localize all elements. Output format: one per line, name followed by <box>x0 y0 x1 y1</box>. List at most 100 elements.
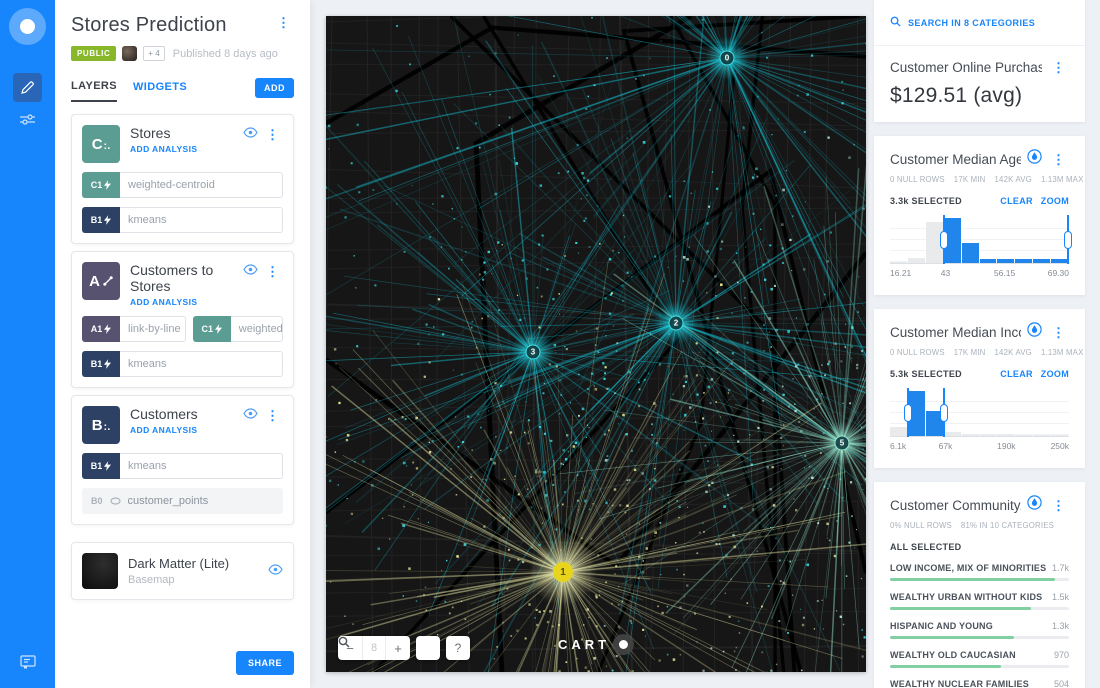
cluster-marker-1[interactable]: 1 <box>553 562 573 582</box>
histogram-bar[interactable] <box>997 434 1015 436</box>
zoom-in-button[interactable]: + <box>394 640 402 656</box>
privacy-badge[interactable]: PUBLIC <box>71 46 117 61</box>
histogram-bar[interactable] <box>890 427 907 436</box>
map-help-button[interactable]: ? <box>446 636 470 660</box>
collaborators-badge[interactable]: + 4 <box>143 46 165 61</box>
cluster-marker-3[interactable]: 3 <box>525 344 541 360</box>
auto-style-droplet-icon[interactable] <box>1027 149 1042 169</box>
histogram-bar[interactable] <box>1015 259 1033 263</box>
layer-title[interactable]: Stores <box>130 125 171 141</box>
income-histogram[interactable] <box>890 388 1069 437</box>
analysis-chip[interactable]: B1 <box>82 351 120 377</box>
analysis-field[interactable]: weighted... <box>230 316 283 342</box>
histogram-bar[interactable] <box>943 431 961 436</box>
basemap-title: Dark Matter (Lite) <box>128 556 230 571</box>
layer-options-kebab[interactable]: ⋮ <box>266 126 279 142</box>
analysis-field[interactable]: kmeans <box>120 207 283 233</box>
cluster-marker-5[interactable]: 5 <box>834 435 850 451</box>
share-button[interactable]: SHARE <box>235 651 294 675</box>
auto-style-droplet-icon[interactable] <box>1027 322 1042 342</box>
range-handle[interactable] <box>939 388 948 437</box>
range-handle[interactable] <box>1063 215 1072 264</box>
analysis-chip[interactable]: C1 <box>82 172 120 198</box>
layer-card-customers[interactable]: B:. Customers ADD ANALYSIS ⋮ B1 kmeans B… <box>71 395 294 525</box>
histogram-bar[interactable] <box>1033 434 1051 436</box>
analysis-chip[interactable]: B1 <box>82 207 120 233</box>
widgets-search[interactable]: SEARCH IN 8 CATEGORIES <box>874 0 1085 46</box>
histogram-bar[interactable] <box>979 259 997 263</box>
add-analysis-link[interactable]: ADD ANALYSIS <box>130 425 198 435</box>
widget-options-kebab[interactable]: ⋮ <box>1052 151 1065 167</box>
category-row[interactable]: WEALTHY URBAN WITHOUT KIDS 1.5k <box>890 592 1069 610</box>
age-histogram[interactable] <box>890 215 1072 264</box>
avatar[interactable] <box>122 46 138 61</box>
layer-title[interactable]: Customers to Stores <box>130 262 214 294</box>
analysis-field[interactable]: link-by-line <box>120 316 186 342</box>
histogram-bar[interactable] <box>943 218 961 263</box>
histogram-bar[interactable] <box>907 391 925 436</box>
histogram-bar[interactable] <box>979 434 997 436</box>
category-row[interactable]: WEALTHY NUCLEAR FAMILIES 504 <box>890 679 1069 688</box>
cluster-marker-2[interactable]: 2 <box>668 315 684 331</box>
carto-watermark[interactable]: CART <box>558 634 635 655</box>
add-analysis-link[interactable]: ADD ANALYSIS <box>130 297 198 307</box>
histogram-bar[interactable] <box>997 259 1015 263</box>
tab-widgets[interactable]: WIDGETS <box>133 81 188 93</box>
histogram-bar[interactable] <box>925 221 943 263</box>
layer-card-stores[interactable]: C:. Stores ADD ANALYSIS ⋮ C1 weighted-ce… <box>71 114 294 244</box>
histogram-bar[interactable] <box>1051 434 1069 436</box>
data-settings-button[interactable] <box>13 105 42 134</box>
tab-layers[interactable]: LAYERS <box>71 80 118 102</box>
add-analysis-link[interactable]: ADD ANALYSIS <box>130 144 198 154</box>
document-options-kebab[interactable]: ⋮ <box>277 15 290 30</box>
zoom-link[interactable]: ZOOM <box>1040 369 1069 379</box>
visibility-eye-icon[interactable] <box>243 406 258 424</box>
axis-tick-label: 43 <box>940 268 951 278</box>
carto-logo-icon[interactable] <box>9 8 46 45</box>
layer-card-customers-to-stores[interactable]: A Customers to Stores ADD ANALYSIS ⋮ A1 … <box>71 251 294 388</box>
feedback-button[interactable] <box>13 647 42 676</box>
category-row[interactable]: HISPANIC AND YOUNG 1.3k <box>890 621 1069 639</box>
layer-title[interactable]: Customers <box>130 406 198 422</box>
analysis-field[interactable]: kmeans <box>120 351 283 377</box>
histogram-bar[interactable] <box>890 261 907 263</box>
map-canvas[interactable]: 0 2 3 5 1 − 8 + ? CART <box>326 16 866 672</box>
analysis-field[interactable]: weighted-centroid <box>120 172 283 198</box>
histogram-bar[interactable] <box>907 258 925 263</box>
histogram-bar[interactable] <box>1051 259 1069 263</box>
layer-options-kebab[interactable]: ⋮ <box>266 407 279 423</box>
widget-options-kebab[interactable]: ⋮ <box>1052 497 1065 513</box>
histogram-bar[interactable] <box>1033 259 1051 263</box>
analysis-field[interactable]: kmeans <box>120 453 283 479</box>
source-dataset-row[interactable]: B0 customer_points <box>82 488 283 514</box>
histogram-bar[interactable] <box>925 411 943 436</box>
add-layer-button[interactable]: ADD <box>255 78 294 98</box>
auto-style-droplet-icon[interactable] <box>1027 495 1042 515</box>
edit-mode-button[interactable] <box>13 73 42 102</box>
histogram-bar[interactable] <box>961 434 979 436</box>
analysis-chip[interactable]: C1 <box>192 316 231 342</box>
zoom-out-button[interactable]: − <box>346 640 354 656</box>
clear-link[interactable]: CLEAR <box>1000 369 1033 379</box>
category-label: HISPANIC AND YOUNG <box>890 621 993 631</box>
widget-options-kebab[interactable]: ⋮ <box>1052 324 1065 340</box>
range-handle[interactable] <box>939 215 948 264</box>
analysis-chip[interactable]: B1 <box>82 453 120 479</box>
feedback-panel-icon <box>19 654 36 669</box>
category-row[interactable]: WEALTHY OLD CAUCASIAN 970 <box>890 650 1069 668</box>
range-handle[interactable] <box>903 388 912 437</box>
visibility-eye-icon[interactable] <box>243 262 258 280</box>
visibility-eye-icon[interactable] <box>268 562 283 580</box>
clear-link[interactable]: CLEAR <box>1000 196 1033 206</box>
histogram-bar[interactable] <box>961 242 979 263</box>
analysis-chip[interactable]: A1 <box>82 316 120 342</box>
visibility-eye-icon[interactable] <box>243 125 258 143</box>
histogram-bar[interactable] <box>1015 434 1033 436</box>
map-search-button[interactable] <box>338 636 440 660</box>
basemap-card[interactable]: Dark Matter (Lite) Basemap <box>71 542 294 600</box>
cluster-marker-0[interactable]: 0 <box>719 50 735 66</box>
zoom-link[interactable]: ZOOM <box>1040 196 1069 206</box>
widget-options-kebab[interactable]: ⋮ <box>1052 60 1065 75</box>
category-row[interactable]: LOW INCOME, MIX OF MINORITIES 1.7k <box>890 563 1069 581</box>
layer-options-kebab[interactable]: ⋮ <box>266 263 279 279</box>
